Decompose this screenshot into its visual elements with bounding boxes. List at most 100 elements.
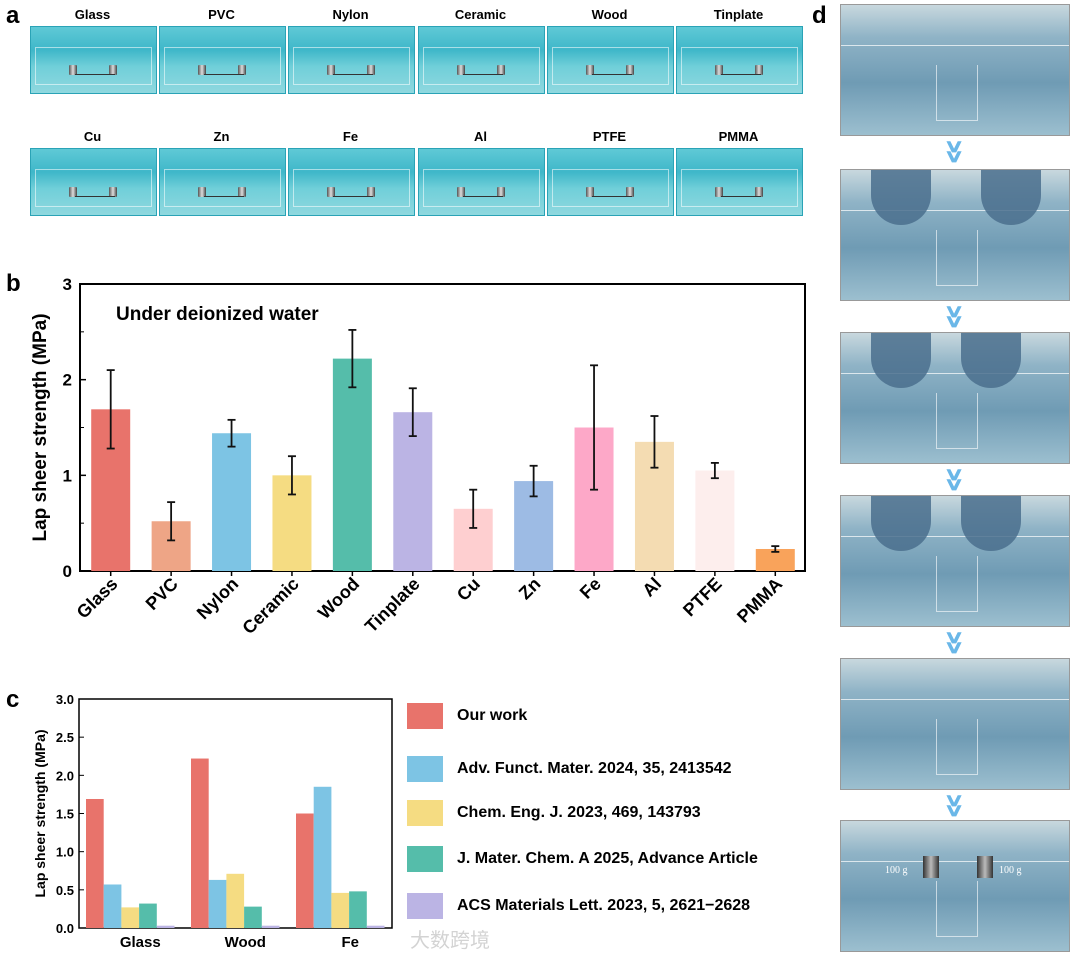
legend-item: Chem. Eng. J. 2023, 469, 143793 [407,800,701,826]
x-tick-label: Fe [341,934,359,951]
legend-swatch [407,800,443,826]
tank-frame [35,169,152,207]
tank-frame [681,169,798,207]
sample-photo [288,148,415,216]
bar-glass-series-3 [139,903,157,928]
legend-item: Our work [407,703,527,729]
photo-label: PMMA [718,129,759,144]
tank-frame [681,47,798,85]
y-tick-label: 1 [63,466,72,485]
sample-photo [288,26,415,94]
weight [327,65,335,75]
weight [367,65,375,75]
step-photo: 100 g 100 g [840,820,1070,952]
step-photo [840,658,1070,790]
chevron-down-icon: ∨ ∨ [943,136,965,166]
x-tick-label: PTFE [679,574,726,621]
weight [109,187,117,197]
weight [238,187,246,197]
sample-strip [204,74,244,75]
y-tick-label: 1.0 [56,845,74,860]
bar-pmma [755,548,795,571]
weight [977,856,993,878]
gloved-hand [871,333,931,388]
bar-wood-series-1 [208,879,227,928]
chevron-down-icon: ∨ ∨ [943,627,965,657]
bar-tinplate [393,412,433,571]
sample-strip [204,196,244,197]
photo-label: Wood [591,7,628,22]
water-surface [841,45,1069,46]
bar-glass-series-2 [121,907,140,928]
weight [586,65,594,75]
sample-strip [463,74,503,75]
gloved-hand [871,496,931,551]
weight-label: 100 g [885,865,908,876]
y-tick-label: 3.0 [56,692,74,707]
x-tick-label: Glass [120,934,161,951]
tank-frame [552,47,669,85]
bar-wood-series-2 [226,873,245,928]
sample-photo [676,148,803,216]
water-surface [841,210,1069,211]
sample-photo [547,148,674,216]
water-surface [841,861,1069,862]
chart-c-comparison: 0.0 0.5 1.0 1.5 2.0 2.5 3.0 Lap sheer strength … [32,692,393,951]
weight [715,187,723,197]
step-photo [840,4,1070,136]
photo-label: Al [474,129,487,144]
bar-glass-series-0 [86,798,104,928]
weight [497,187,505,197]
y-tick-label: 0 [63,562,72,581]
photo-label: Ceramic [454,7,507,22]
sample-photo [418,148,545,216]
tank-frame [35,47,152,85]
weight [586,187,594,197]
bar-wood-series-4 [261,925,280,928]
sample-strip [721,74,761,75]
legend-label: Adv. Funct. Mater. 2024, 35, 2413542 [457,760,732,777]
tank-frame [164,169,281,207]
legend-label: ACS Materials Lett. 2023, 5, 2621−2628 [457,897,751,914]
sample-strip [333,74,373,75]
y-tick-label: 2.5 [56,730,74,745]
watermark: 大数跨境 [410,930,490,952]
y-axis-label: Lap sheer strength (MPa) [32,729,48,897]
y-tick-label: 1.5 [56,807,74,822]
weight-label: 100 g [999,865,1022,876]
x-tick-label: PMMA [733,574,786,627]
legend-swatch [407,703,443,729]
legend-swatch [407,756,443,782]
bar-fe-series-3 [349,891,367,928]
y-tick-label: 0.5 [56,883,74,898]
bar-fe-series-4 [366,925,385,928]
sample-strip [721,196,761,197]
y-tick-label: 3 [63,275,72,294]
chevron-down-icon: ∨ ∨ [943,301,965,331]
sample-strip [592,196,632,197]
water-surface [841,373,1069,374]
weight [457,65,465,75]
sample-photo [159,148,286,216]
photo-label: PVC [208,7,235,22]
y-tick-label: 0.0 [56,921,74,936]
bar-ptfe [695,470,735,571]
legend-item: Adv. Funct. Mater. 2024, 35, 2413542 [407,756,732,782]
sample-strip [75,196,115,197]
bar-wood-series-3 [244,906,262,928]
photo-label: Nylon [332,7,369,22]
gloved-hand [961,333,1021,388]
photo-label: Zn [213,129,230,144]
beaker [936,719,978,775]
bar-glass-series-1 [103,884,122,928]
x-tick-label: Wood [225,934,266,951]
gloved-hand [981,170,1041,225]
legend-swatch [407,846,443,872]
chart-annotation: Under deionized water [116,304,319,325]
bar-glass-series-4 [156,925,175,928]
y-tick-label: 2.0 [56,768,74,783]
weight [198,187,206,197]
sample-photo [30,148,157,216]
legend-label: Chem. Eng. J. 2023, 469, 143793 [457,804,701,821]
x-tick-label: Fe [576,574,605,603]
